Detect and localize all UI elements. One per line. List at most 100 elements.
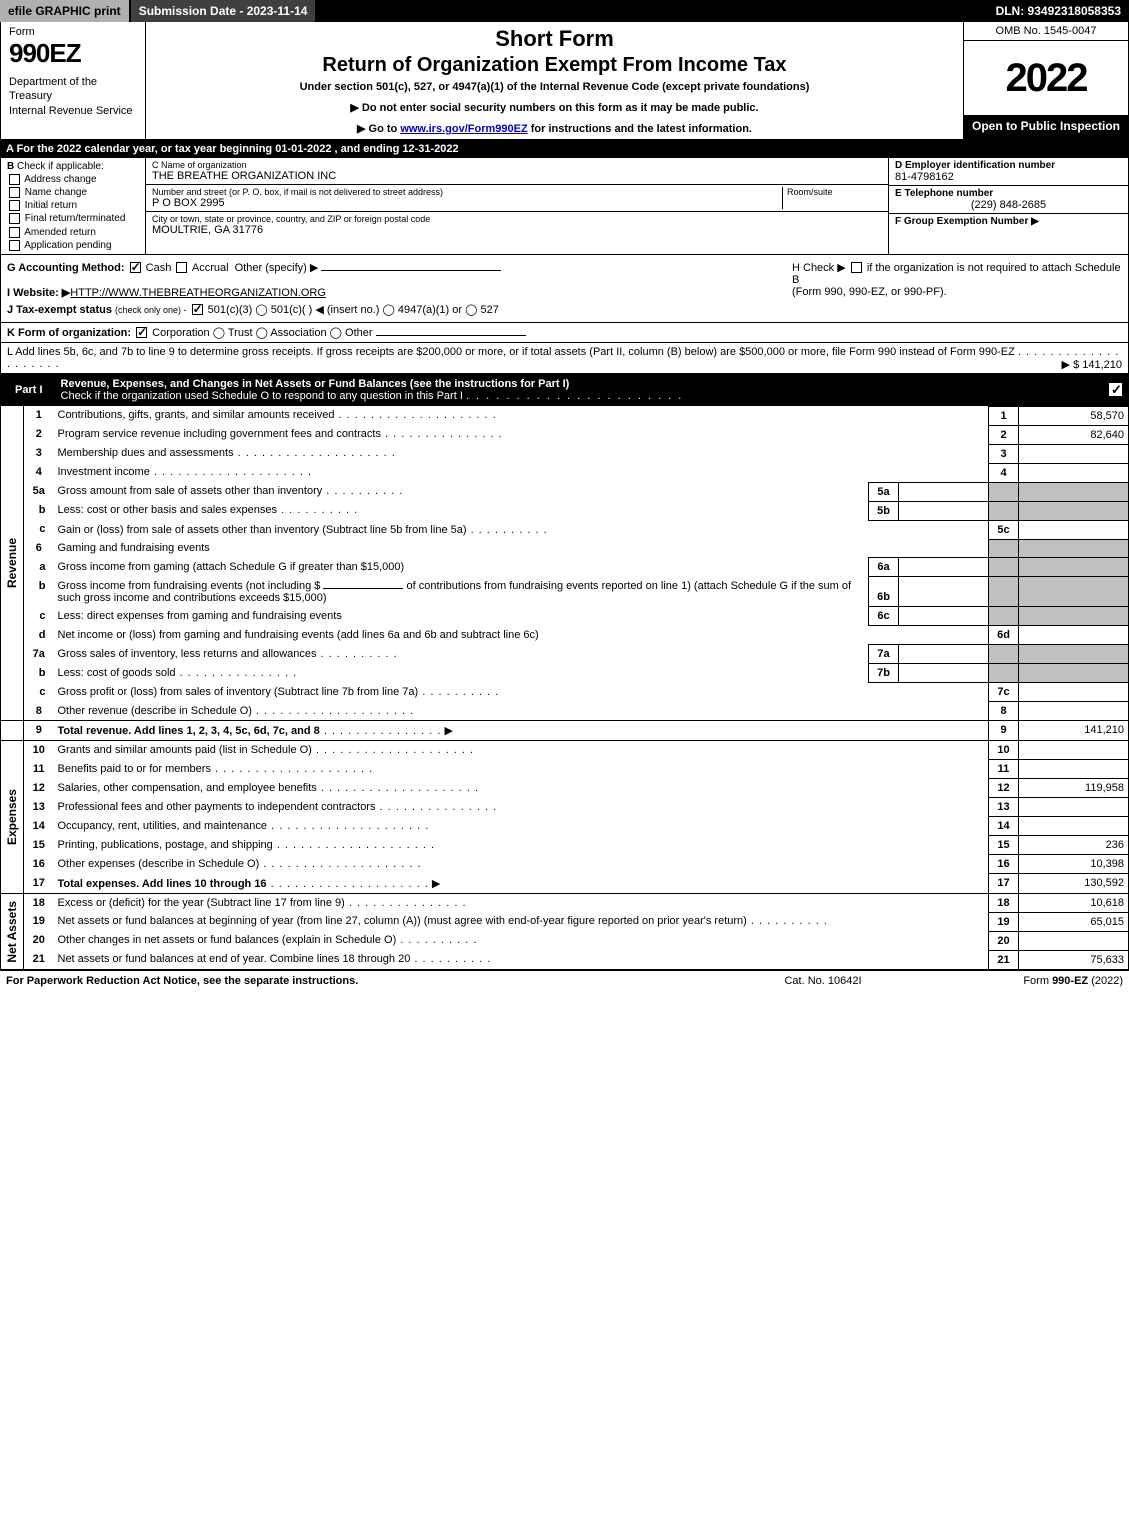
- l2-num: 2: [24, 425, 54, 444]
- l5c-box: 5c: [989, 520, 1019, 539]
- efile-button[interactable]: efile GRAPHIC print: [0, 0, 131, 22]
- row-a: A For the 2022 calendar year, or tax yea…: [0, 140, 1129, 158]
- l19-val: 65,015: [1019, 912, 1129, 931]
- cb-cash[interactable]: [130, 262, 141, 273]
- cb-accrual[interactable]: [176, 262, 187, 273]
- goto-prefix: ▶ Go to: [357, 123, 400, 135]
- cb-corporation[interactable]: [136, 327, 147, 338]
- l7b-mini: 7b: [869, 664, 899, 683]
- l10-box: 10: [989, 741, 1019, 760]
- l4-desc: Investment income: [58, 466, 150, 478]
- l8-val: [1019, 702, 1129, 721]
- l8-box: 8: [989, 702, 1019, 721]
- j-line: J Tax-exempt status (check only one) - 5…: [7, 303, 792, 316]
- l11-num: 11: [24, 760, 54, 779]
- header-right: OMB No. 1545-0047 2022 Open to Public In…: [963, 22, 1128, 139]
- l20-box: 20: [989, 931, 1019, 950]
- l6c-mini: 6c: [869, 607, 899, 626]
- inspection-badge: Open to Public Inspection: [964, 115, 1128, 139]
- l6d-desc: Net income or (loss) from gaming and fun…: [58, 629, 539, 641]
- footer: For Paperwork Reduction Act Notice, see …: [0, 970, 1129, 991]
- submission-date: Submission Date - 2023-11-14: [131, 0, 318, 22]
- l16-desc: Other expenses (describe in Schedule O): [58, 858, 260, 870]
- cb-name-change[interactable]: Name change: [7, 187, 139, 198]
- l15-num: 15: [24, 836, 54, 855]
- l5a-grey: [989, 482, 1019, 501]
- org-street: P O BOX 2995: [152, 197, 782, 209]
- cb-initial-return[interactable]: Initial return: [7, 200, 139, 211]
- l21-desc: Net assets or fund balances at end of ye…: [58, 953, 411, 965]
- tax-year: 2022: [964, 41, 1128, 115]
- cb-schedule-o[interactable]: [1109, 383, 1122, 396]
- omb-number: OMB No. 1545-0047: [964, 22, 1128, 41]
- top-bar: efile GRAPHIC print Submission Date - 20…: [0, 0, 1129, 22]
- l14-val: [1019, 817, 1129, 836]
- l20-desc: Other changes in net assets or fund bala…: [58, 934, 397, 946]
- l5c-num: c: [24, 520, 54, 539]
- l4-num: 4: [24, 463, 54, 482]
- goto-line: ▶ Go to www.irs.gov/Form990EZ for instru…: [154, 122, 955, 135]
- l4-box: 4: [989, 463, 1019, 482]
- website-link[interactable]: HTTP://WWW.THEBREATHEORGANIZATION.ORG: [70, 287, 326, 299]
- l4-val: [1019, 463, 1129, 482]
- cb-final-return[interactable]: Final return/terminated: [7, 213, 139, 224]
- l13-val: [1019, 798, 1129, 817]
- e-phone: (229) 848-2685: [895, 199, 1122, 211]
- l21-val: 75,633: [1019, 950, 1129, 969]
- cb-address-change[interactable]: Address change: [7, 174, 139, 185]
- cb-amended-return[interactable]: Amended return: [7, 227, 139, 238]
- form-number: 990EZ: [9, 38, 137, 69]
- l11-desc: Benefits paid to or for members: [58, 763, 211, 775]
- l16-box: 16: [989, 855, 1019, 874]
- d-ein: 81-4798162: [895, 171, 1122, 183]
- l15-val: 236: [1019, 836, 1129, 855]
- l19-desc: Net assets or fund balances at beginning…: [58, 915, 747, 927]
- irs-link[interactable]: www.irs.gov/Form990EZ: [400, 123, 527, 135]
- section-bcdef: B Check if applicable: Address change Na…: [0, 158, 1129, 254]
- l10-desc: Grants and similar amounts paid (list in…: [58, 744, 312, 756]
- l16-val: 10,398: [1019, 855, 1129, 874]
- l8-num: 8: [24, 702, 54, 721]
- column-c: C Name of organization THE BREATHE ORGAN…: [146, 158, 888, 254]
- l1-num: 1: [24, 406, 54, 425]
- l5c-desc: Gain or (loss) from sale of assets other…: [58, 524, 467, 536]
- cb-501c3[interactable]: [192, 304, 203, 315]
- e-label: E Telephone number: [895, 188, 1122, 199]
- l1-desc: Contributions, gifts, grants, and simila…: [58, 409, 335, 421]
- l6b-num: b: [24, 577, 54, 607]
- column-def: D Employer identification number 81-4798…: [888, 158, 1128, 254]
- l-line: L Add lines 5b, 6c, and 7b to line 9 to …: [0, 343, 1129, 374]
- l7c-desc: Gross profit or (loss) from sales of inv…: [58, 686, 419, 698]
- lines-table: Revenue 1 Contributions, gifts, grants, …: [0, 406, 1129, 970]
- l8-desc: Other revenue (describe in Schedule O): [58, 705, 252, 717]
- side-revenue: Revenue: [5, 538, 19, 588]
- l7a-num: 7a: [24, 645, 54, 664]
- l7c-num: c: [24, 683, 54, 702]
- dln-label: DLN: 93492318058353: [988, 0, 1129, 22]
- l5b-mini: 5b: [869, 501, 899, 520]
- part-i-num: Part I: [7, 382, 51, 398]
- c-street-label: Number and street (or P. O. box, if mail…: [152, 187, 782, 197]
- header-middle: Short Form Return of Organization Exempt…: [146, 22, 963, 139]
- l9-val: 141,210: [1019, 721, 1129, 741]
- header-left: Form 990EZ Department of the Treasury In…: [1, 22, 146, 139]
- f-label: F Group Exemption Number ▶: [895, 216, 1122, 227]
- l15-desc: Printing, publications, postage, and shi…: [58, 839, 273, 851]
- org-city: MOULTRIE, GA 31776: [152, 224, 430, 236]
- l18-desc: Excess or (deficit) for the year (Subtra…: [58, 897, 345, 909]
- l10-val: [1019, 741, 1129, 760]
- l3-box: 3: [989, 444, 1019, 463]
- l7c-val: [1019, 683, 1129, 702]
- cb-h[interactable]: [851, 262, 862, 273]
- l2-box: 2: [989, 425, 1019, 444]
- part-i-header: Part I Revenue, Expenses, and Changes in…: [0, 374, 1129, 406]
- l2-val: 82,640: [1019, 425, 1129, 444]
- l11-val: [1019, 760, 1129, 779]
- l9-box: 9: [989, 721, 1019, 741]
- l1-val: 58,570: [1019, 406, 1129, 425]
- l5a-num: 5a: [24, 482, 54, 501]
- cb-application-pending[interactable]: Application pending: [7, 240, 139, 251]
- l5b-num: b: [24, 501, 54, 520]
- l16-num: 16: [24, 855, 54, 874]
- l18-val: 10,618: [1019, 893, 1129, 912]
